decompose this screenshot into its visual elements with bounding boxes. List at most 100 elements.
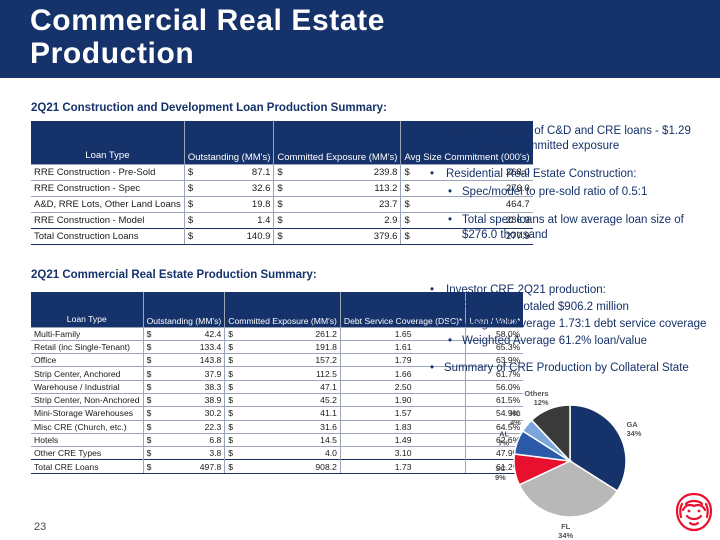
dsc-value: 1.49: [339, 432, 466, 447]
currency-symbol: $: [273, 211, 301, 228]
committed-value: 908.2: [249, 459, 341, 474]
row-label: Total Construction Loans: [31, 227, 185, 245]
col-header-committed: Committed Exposure (MM's): [224, 292, 341, 327]
outstanding-value: 22.3: [160, 419, 225, 434]
currency-symbol: $: [183, 211, 204, 228]
col-header-loan-type: Loan Type: [31, 121, 185, 164]
currency-symbol: $: [142, 432, 161, 447]
currency-symbol: $: [273, 227, 301, 245]
ltv-value: 62.6%: [465, 432, 524, 447]
col-header-committed: Committed Exposure (MM's): [273, 121, 401, 164]
currency-symbol: $: [224, 392, 250, 407]
currency-symbol: $: [224, 339, 250, 354]
currency-symbol: $: [224, 353, 250, 367]
table-row: Retail (inc Single-Tenant) $133.4 $191.8 1.…: [31, 339, 524, 354]
table-total-row: Total Construction Loans $ 140.9 $ 379.6…: [31, 227, 533, 245]
table-row: Misc CRE (Church, etc.) $22.3 $31.6 1.83 64.…: [31, 419, 524, 434]
ltv-value: 47.9%: [465, 446, 524, 460]
committed-value: 379.6: [300, 227, 401, 245]
outstanding-value: 42.4: [160, 326, 225, 341]
currency-symbol: $: [400, 211, 429, 228]
ltv-value: 64.5%: [465, 419, 524, 434]
row-label: Hotels: [31, 432, 144, 447]
dsc-value: 1.90: [339, 392, 466, 407]
outstanding-value: 143.8: [160, 353, 225, 367]
committed-value: 261.2: [249, 326, 341, 341]
committed-value: 31.6: [249, 419, 341, 434]
bullet-item: 2Q21 production of C&D and CRE loans - $…: [428, 124, 708, 154]
row-label: RRE Construction - Spec: [31, 179, 185, 196]
currency-symbol: $: [183, 163, 204, 180]
row-label: Total CRE Loans: [31, 459, 144, 474]
committed-value: 14.5: [249, 432, 341, 447]
slide-title: Commercial Real Estate Production: [30, 4, 386, 70]
pie-value-label: 34%: [558, 531, 573, 540]
row-label: Retail (inc Single-Tenant): [31, 339, 144, 354]
currency-symbol: $: [183, 227, 204, 245]
outstanding-value: 19.8: [203, 195, 274, 212]
bullet-item: Investor CRE 2Q21 production:: [428, 283, 708, 298]
table-row: Mini-Storage Warehouses $30.2 $41.1 1.57 54.…: [31, 406, 524, 421]
currency-symbol: $: [183, 179, 204, 196]
pie-value-label: 34%: [626, 429, 641, 438]
outstanding-value: 38.3: [160, 379, 225, 394]
row-label: Multi-Family: [31, 326, 144, 341]
committed-value: 113.2: [300, 179, 401, 196]
currency-symbol: $: [273, 163, 301, 180]
currency-symbol: $: [142, 406, 161, 421]
sub-bullet-item: Total spec loans at low average loan siz…: [428, 213, 708, 243]
row-label: RRE Construction - Pre-Sold: [31, 163, 185, 180]
ltv-value: 61.2%: [465, 459, 524, 474]
outstanding-value: 1.4: [203, 211, 274, 228]
pie-value-label: 9%: [495, 473, 506, 482]
outstanding-value: 32.6: [203, 179, 274, 196]
dsc-value: 3.10: [339, 446, 466, 460]
table-row: Warehouse / Industrial $38.3 $47.1 2.50 56.0…: [31, 379, 524, 394]
currency-symbol: $: [400, 179, 429, 196]
committed-value: 112.5: [249, 366, 341, 381]
row-label: Mini-Storage Warehouses: [31, 406, 144, 421]
currency-symbol: $: [400, 227, 429, 245]
cre-section-title: 2Q21 Commercial Real Estate Production S…: [31, 269, 317, 281]
committed-value: 2.9: [300, 211, 401, 228]
currency-symbol: $: [183, 195, 204, 212]
currency-symbol: $: [224, 419, 250, 434]
sub-bullet-item: Weighted Average 61.2% loan/value: [428, 334, 708, 349]
pie-slice-others: [530, 404, 571, 463]
dsc-value: 1.73: [339, 459, 466, 474]
currency-symbol: $: [142, 353, 161, 367]
outstanding-value: 3.8: [160, 446, 225, 460]
title-bar: [0, 0, 720, 78]
currency-symbol: $: [142, 366, 161, 381]
currency-symbol: $: [224, 379, 250, 394]
row-label: Misc CRE (Church, etc.): [31, 419, 144, 434]
sub-bullet-item: Weighted Average 1.73:1 debt service cov…: [428, 317, 708, 332]
currency-symbol: $: [224, 326, 250, 341]
currency-symbol: $: [273, 195, 301, 212]
committed-value: 23.7: [300, 195, 401, 212]
committed-value: 239.8: [300, 163, 401, 180]
pie-value-label: 7%: [498, 439, 509, 448]
row-label: Strip Center, Non-Anchored: [31, 392, 144, 407]
page-number: 23: [34, 521, 47, 533]
table-row: Strip Center, Non-Anchored $38.9 $45.2 1.90…: [31, 392, 524, 407]
table-row: Other CRE Types $3.8 $4.0 3.10 47.9%: [31, 446, 524, 460]
col-header-outstanding: Outstanding (MM's): [142, 292, 225, 327]
row-label: RRE Construction - Model: [31, 211, 185, 228]
outstanding-value: 30.2: [160, 406, 225, 421]
currency-symbol: $: [142, 339, 161, 354]
currency-symbol: $: [224, 432, 250, 447]
row-label: Strip Center, Anchored: [31, 366, 144, 381]
sub-bullet-item: Spec/model to pre-sold ratio of 0.5:1: [428, 185, 708, 200]
pie-category-label: SC: [495, 464, 506, 473]
table-row: RRE Construction - Pre-Sold $ 87.1 $ 239…: [31, 163, 533, 180]
currency-symbol: $: [142, 459, 161, 474]
currency-symbol: $: [224, 446, 250, 460]
pie-category-label: FL: [561, 522, 571, 531]
ltv-value: 61.5%: [465, 392, 524, 407]
currency-symbol: $: [142, 379, 161, 394]
outstanding-value: 6.8: [160, 432, 225, 447]
currency-symbol: $: [224, 406, 250, 421]
row-label: Office: [31, 353, 144, 367]
construction-section-title: 2Q21 Construction and Development Loan P…: [31, 102, 387, 114]
